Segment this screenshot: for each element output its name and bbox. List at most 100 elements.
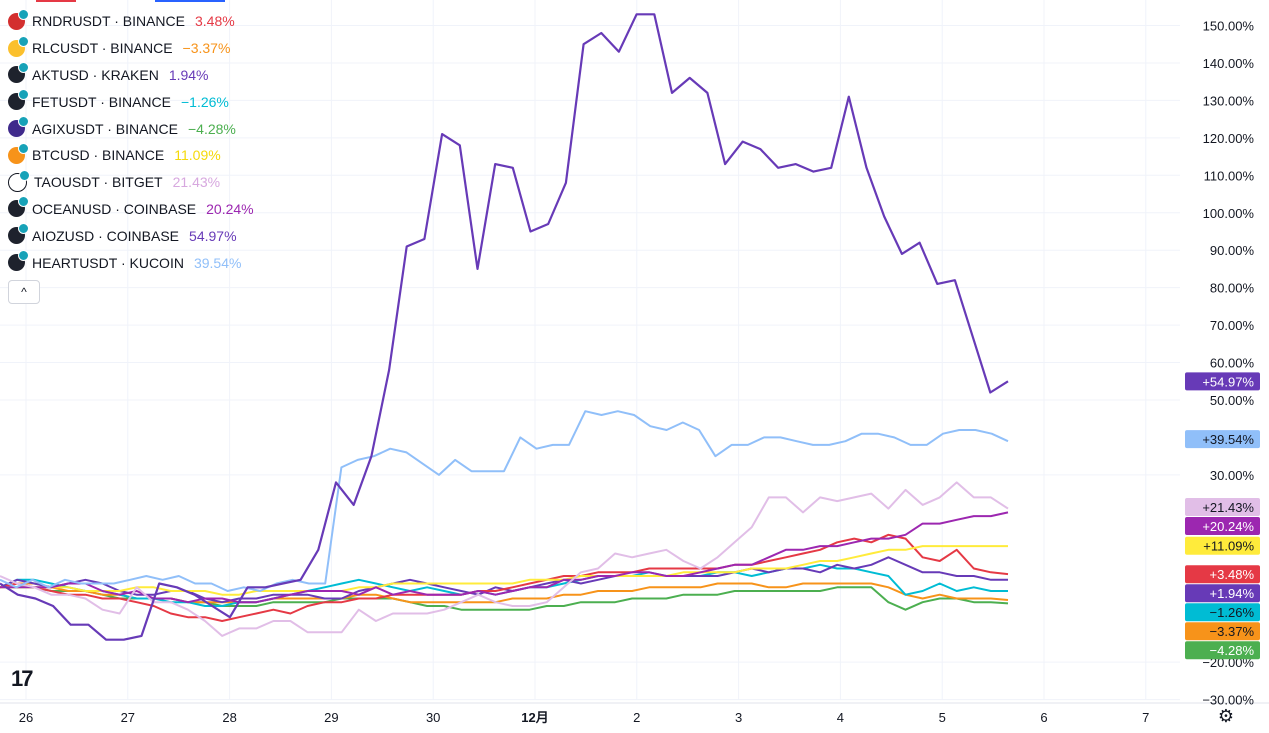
y-tick-label: 150.00% bbox=[1203, 19, 1255, 34]
y-tick-label: 90.00% bbox=[1210, 243, 1255, 258]
settings-icon[interactable]: ⚙ bbox=[1217, 706, 1235, 726]
x-tick-label: 2 bbox=[633, 710, 640, 725]
value-label-heartusdt: +39.54% bbox=[1185, 430, 1260, 449]
badge-dot-icon bbox=[18, 35, 29, 47]
legend-change: 1.94% bbox=[168, 66, 209, 83]
legend-change: −3.37% bbox=[182, 40, 231, 57]
legend-item-agixusdt[interactable]: AGIXUSDT · BINANCE −4.28% bbox=[8, 115, 254, 142]
collapse-legend-button[interactable]: ^ bbox=[8, 279, 40, 304]
legend: RNDRUSDT · BINANCE 3.48% RLCUSDT · BINANCE… bbox=[8, 8, 254, 304]
y-tick-label: 70.00% bbox=[1210, 318, 1255, 333]
badge-dot-icon bbox=[18, 142, 29, 154]
value-label-aiozusd: +54.97% bbox=[1185, 372, 1260, 391]
x-tick-label: 6 bbox=[1040, 710, 1047, 725]
badge-dot-icon bbox=[18, 89, 29, 101]
y-tick-label: 140.00% bbox=[1203, 56, 1255, 71]
top-strip-red bbox=[36, 0, 76, 2]
value-label-agixusdt: −4.28% bbox=[1185, 641, 1260, 660]
y-tick-label: 110.00% bbox=[1204, 168, 1255, 183]
top-strip-blue bbox=[155, 0, 225, 2]
legend-symbol: AIOZUSD · COINBASE bbox=[32, 227, 180, 244]
series-line-rndrusdt bbox=[0, 533, 1009, 622]
y-tick-label: −30.00% bbox=[1202, 693, 1254, 708]
value-label-text: +11.09% bbox=[1203, 539, 1254, 554]
series-line-taousdt bbox=[0, 481, 1009, 637]
y-tick-label: 30.00% bbox=[1210, 468, 1255, 483]
legend-symbol: RLCUSDT · BINANCE bbox=[32, 40, 173, 57]
legend-symbol: HEARTUSDT · KUCOIN bbox=[32, 254, 184, 271]
badge-dot-icon bbox=[18, 116, 29, 128]
series-line-oceanusd bbox=[0, 511, 1009, 604]
red-coin-icon bbox=[8, 8, 29, 30]
value-label-text: +20.24% bbox=[1202, 519, 1254, 534]
value-label-text: −1.26% bbox=[1210, 605, 1255, 620]
value-label-text: +54.97% bbox=[1202, 374, 1254, 389]
y-tick-label: 60.00% bbox=[1210, 356, 1255, 371]
legend-symbol: TAOUSDT · BITGET bbox=[34, 174, 163, 191]
legend-change: 39.54% bbox=[193, 254, 242, 271]
x-tick-label: 28 bbox=[222, 710, 236, 725]
x-tick-label: 3 bbox=[735, 710, 742, 725]
series-line-btcusd bbox=[0, 545, 1008, 596]
rlc-coin-icon bbox=[8, 35, 29, 57]
series-line-aiozusd bbox=[0, 13, 1009, 641]
value-label-text: +1.94% bbox=[1210, 586, 1255, 601]
legend-item-rlcusdt[interactable]: RLCUSDT · BINANCE −3.37% bbox=[8, 35, 254, 62]
x-tick-label: 5 bbox=[939, 710, 946, 725]
y-tick-label: 130.00% bbox=[1203, 93, 1255, 108]
value-labels: +54.97% +39.54% +21.43% +20.24% +11.09% +3.48… bbox=[1185, 372, 1260, 660]
x-tick-label: 12月 bbox=[521, 710, 548, 725]
legend-change: 3.48% bbox=[194, 13, 235, 30]
x-tick-label: 4 bbox=[837, 710, 844, 725]
legend-item-btcusd[interactable]: BTCUSD · BINANCE 11.09% bbox=[8, 142, 254, 169]
legend-symbol: FETUSDT · BINANCE bbox=[32, 93, 171, 110]
x-tick-label: 7 bbox=[1142, 710, 1149, 725]
legend-symbol: AKTUSD · KRAKEN bbox=[32, 66, 159, 83]
legend-change: −1.26% bbox=[180, 93, 229, 110]
akash-coin-icon bbox=[8, 62, 29, 84]
value-label-rlcusdt: −3.37% bbox=[1185, 622, 1260, 641]
legend-item-fetusdt[interactable]: FETUSDT · BINANCE −1.26% bbox=[8, 88, 254, 115]
legend-item-aiozusd[interactable]: AIOZUSD · COINBASE 54.97% bbox=[8, 222, 254, 249]
value-label-aktusd: +1.94% bbox=[1185, 584, 1260, 603]
legend-item-rndrusdt[interactable]: RNDRUSDT · BINANCE 3.48% bbox=[8, 8, 254, 35]
tradingview-logo: 17 bbox=[11, 666, 34, 691]
badge-dot-icon bbox=[19, 169, 30, 181]
y-tick-label: 80.00% bbox=[1210, 281, 1255, 296]
value-label-text: +3.48% bbox=[1210, 567, 1255, 582]
bitcoin-icon bbox=[8, 142, 29, 164]
value-label-fetusdt: −1.26% bbox=[1185, 603, 1260, 622]
legend-item-oceanusd[interactable]: OCEANUSD · COINBASE 20.24% bbox=[8, 196, 254, 223]
legend-change: 21.43% bbox=[172, 174, 221, 191]
series-line-aktusd bbox=[0, 556, 1008, 604]
legend-change: 11.09% bbox=[174, 147, 221, 164]
fetch-coin-icon bbox=[8, 89, 29, 111]
value-label-text: −3.37% bbox=[1210, 624, 1255, 639]
chart-series bbox=[0, 13, 1009, 641]
legend-item-aktusd[interactable]: AKTUSD · KRAKEN 1.94% bbox=[8, 62, 254, 89]
y-tick-label: 100.00% bbox=[1203, 206, 1255, 221]
legend-symbol: AGIXUSDT · BINANCE bbox=[32, 120, 178, 137]
value-label-text: +21.43% bbox=[1202, 500, 1254, 515]
legend-change: −4.28% bbox=[188, 120, 236, 137]
heart-coin-icon bbox=[8, 250, 29, 272]
y-tick-label: 50.00% bbox=[1210, 393, 1255, 408]
value-label-text: −4.28% bbox=[1210, 643, 1255, 658]
series-line-heartusdt bbox=[0, 410, 1009, 592]
legend-symbol: OCEANUSD · COINBASE bbox=[32, 200, 197, 217]
x-tick-label: 30 bbox=[426, 710, 440, 725]
legend-item-taousdt[interactable]: TAOUSDT · BITGET 21.43% bbox=[8, 169, 254, 196]
legend-symbol: RNDRUSDT · BINANCE bbox=[32, 13, 185, 30]
x-tick-label: 29 bbox=[324, 710, 338, 725]
badge-dot-icon bbox=[18, 250, 29, 262]
legend-change: 54.97% bbox=[189, 227, 237, 244]
y-axis: 150.00% 140.00% 130.00% 120.00% 110.00% 100.0… bbox=[1202, 19, 1254, 708]
legend-change: 20.24% bbox=[206, 200, 254, 217]
x-axis: 26 27 28 29 30 12月 2 3 4 5 6 7 bbox=[19, 710, 1150, 725]
legend-item-heartusdt[interactable]: HEARTUSDT · KUCOIN 39.54% bbox=[8, 249, 254, 276]
badge-dot-icon bbox=[18, 62, 29, 74]
value-label-rndrusdt: +3.48% bbox=[1185, 565, 1260, 584]
value-label-text: +39.54% bbox=[1202, 432, 1254, 447]
legend-symbol: BTCUSD · BINANCE bbox=[32, 147, 165, 164]
